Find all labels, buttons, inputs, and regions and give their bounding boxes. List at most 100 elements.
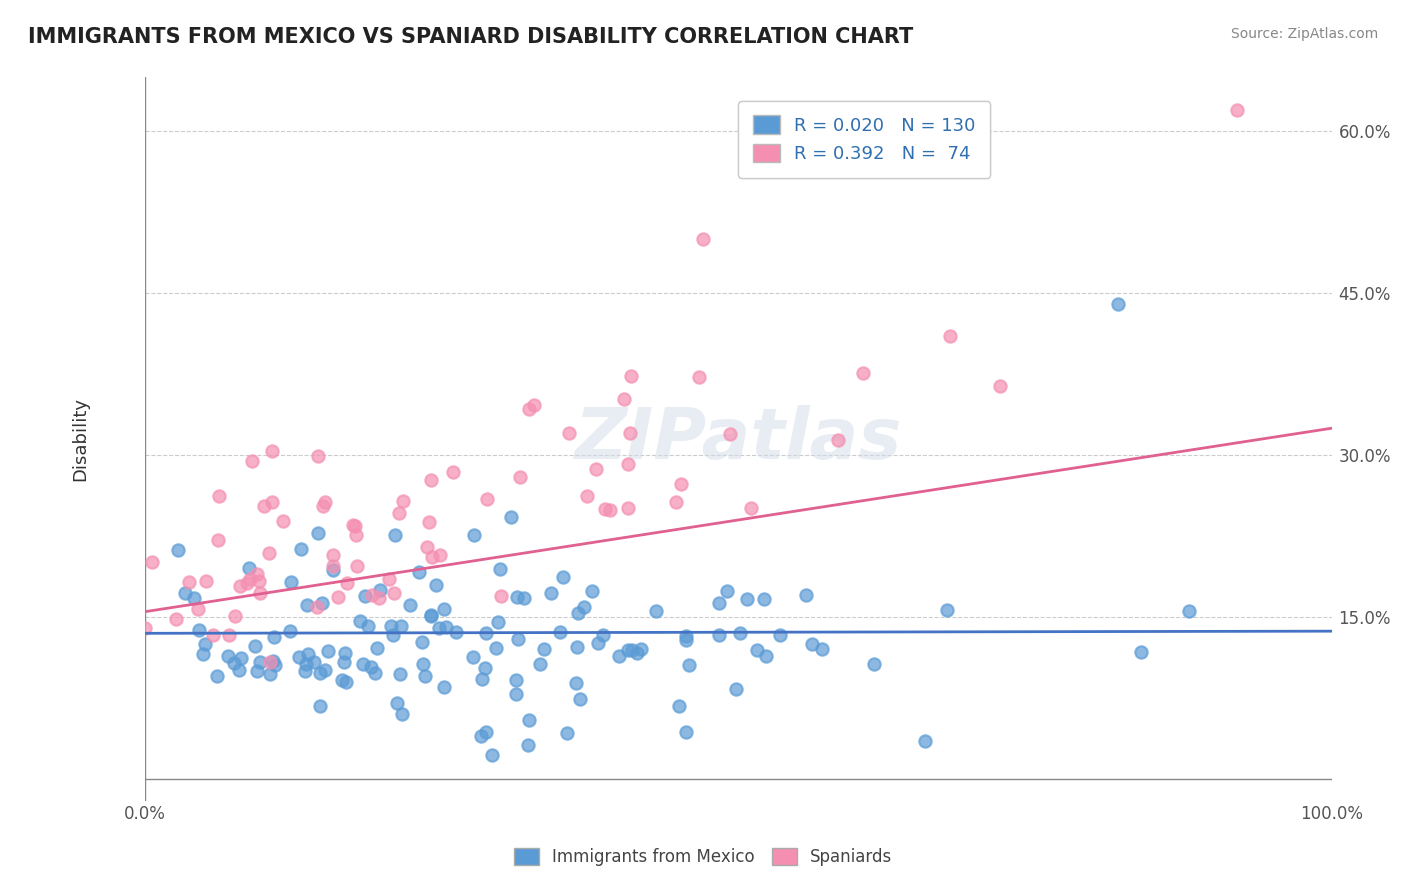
Point — [382, 585, 405, 599]
Point — [572, 600, 595, 615]
Point — [342, 517, 364, 532]
Point — [752, 592, 775, 607]
Point — [533, 641, 555, 656]
Point — [540, 586, 562, 600]
Point — [444, 624, 467, 639]
Point — [425, 578, 447, 592]
Point — [322, 558, 344, 573]
Point — [443, 465, 465, 479]
Point — [565, 640, 588, 654]
Point — [769, 628, 792, 642]
Point — [295, 657, 318, 671]
Point — [486, 615, 509, 629]
Point — [253, 500, 276, 514]
Point — [346, 558, 368, 573]
Point — [427, 621, 450, 635]
Point — [936, 602, 959, 616]
Point — [581, 584, 603, 599]
Point — [330, 673, 353, 688]
Point — [613, 392, 636, 406]
Point — [675, 724, 697, 739]
Point — [229, 650, 252, 665]
Point — [827, 434, 849, 448]
Point — [617, 457, 640, 471]
Point — [389, 619, 412, 633]
Y-axis label: Disability: Disability — [72, 397, 89, 481]
Point — [512, 591, 534, 605]
Point — [471, 672, 494, 686]
Point — [367, 591, 389, 606]
Point — [481, 748, 503, 763]
Point — [236, 576, 259, 591]
Point — [297, 648, 319, 662]
Point — [304, 655, 326, 669]
Point — [378, 572, 401, 586]
Point — [249, 655, 271, 669]
Point — [939, 329, 962, 343]
Point — [675, 632, 697, 647]
Point — [575, 489, 598, 503]
Point — [595, 502, 617, 516]
Point — [692, 232, 714, 246]
Point — [391, 706, 413, 721]
Point — [188, 623, 211, 637]
Point — [344, 519, 367, 533]
Point — [420, 474, 443, 488]
Point — [307, 449, 329, 463]
Point — [678, 658, 700, 673]
Point — [755, 649, 778, 664]
Point — [1107, 297, 1129, 311]
Point — [335, 646, 357, 660]
Point — [586, 636, 609, 650]
Point — [419, 608, 441, 623]
Point — [278, 624, 301, 638]
Point — [354, 589, 377, 603]
Point — [259, 667, 281, 681]
Point — [522, 397, 544, 411]
Point — [592, 628, 614, 642]
Point — [519, 401, 541, 416]
Point — [263, 630, 285, 644]
Point — [668, 698, 690, 713]
Point — [565, 675, 588, 690]
Point — [509, 470, 531, 484]
Point — [308, 699, 330, 714]
Legend: R = 0.020   N = 130, R = 0.392   N =  74: R = 0.020 N = 130, R = 0.392 N = 74 — [738, 101, 990, 178]
Point — [260, 495, 283, 509]
Point — [314, 494, 336, 508]
Point — [516, 738, 538, 752]
Point — [412, 657, 434, 672]
Text: ZIPatlas: ZIPatlas — [575, 405, 901, 474]
Point — [548, 624, 571, 639]
Point — [202, 628, 225, 642]
Point — [134, 621, 156, 635]
Point — [141, 555, 163, 569]
Legend: Immigrants from Mexico, Spaniards: Immigrants from Mexico, Spaniards — [506, 840, 900, 875]
Point — [413, 669, 436, 683]
Point — [368, 582, 391, 597]
Point — [794, 588, 817, 602]
Point — [307, 600, 329, 615]
Point — [311, 597, 333, 611]
Point — [558, 425, 581, 440]
Point — [418, 515, 440, 529]
Point — [224, 608, 246, 623]
Point — [508, 632, 530, 646]
Point — [434, 620, 457, 634]
Point — [644, 604, 666, 618]
Point — [461, 650, 484, 665]
Point — [224, 656, 246, 670]
Point — [194, 637, 217, 651]
Point — [665, 495, 688, 509]
Point — [728, 625, 751, 640]
Point — [217, 648, 239, 663]
Point — [380, 619, 402, 633]
Point — [716, 584, 738, 599]
Point — [707, 596, 730, 610]
Point — [262, 444, 284, 458]
Point — [718, 426, 741, 441]
Point — [485, 640, 508, 655]
Point — [174, 586, 197, 600]
Point — [416, 541, 439, 555]
Point — [585, 462, 607, 476]
